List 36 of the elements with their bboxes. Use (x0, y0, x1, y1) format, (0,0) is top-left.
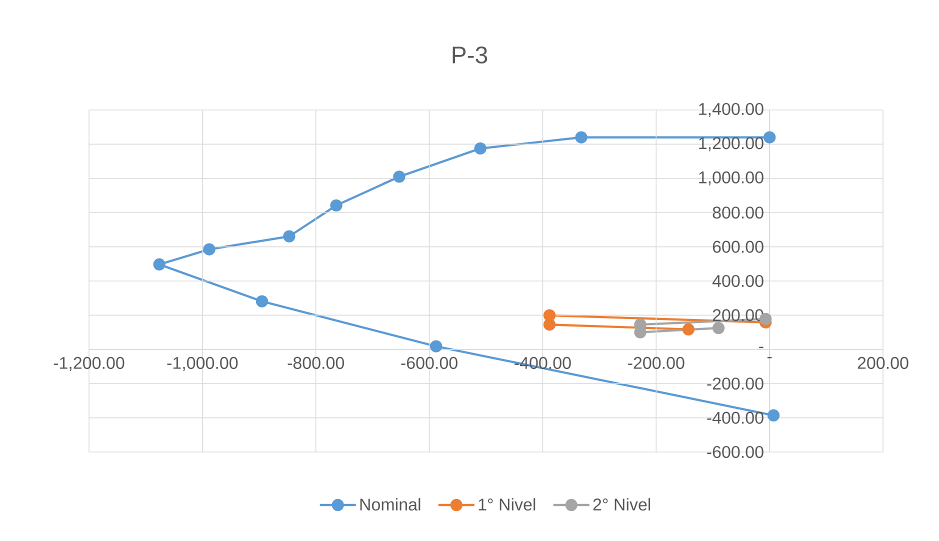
legend-label: 2° Nivel (593, 498, 650, 511)
point (767, 409, 780, 422)
point (712, 322, 725, 334)
point (575, 131, 588, 144)
point (430, 340, 442, 352)
y-tick-label: 800.00 (712, 206, 764, 219)
x-tick-label: -1,000.00 (167, 356, 238, 371)
y-tick-label: -600.00 (707, 446, 764, 458)
y-tick-label: 400.00 (712, 274, 764, 288)
y-tick-label: 1,400.00 (699, 102, 764, 118)
y-tick-label: -200.00 (707, 378, 764, 390)
point (682, 323, 695, 336)
y-tick-label: - (759, 346, 764, 348)
point (203, 243, 216, 256)
x-tick-label: -600.00 (401, 356, 458, 369)
point (283, 230, 296, 242)
x-tick-label: -1,200.00 (54, 356, 124, 371)
x-tick-label: -200.00 (628, 356, 684, 369)
point (256, 295, 268, 308)
y-tick-label: 1,000.00 (699, 171, 764, 186)
point (153, 258, 166, 271)
point (763, 131, 776, 144)
point (543, 309, 556, 322)
y-tick-label: 1,200.00 (699, 137, 764, 152)
point (474, 142, 486, 155)
chart-title: P-3 (452, 46, 488, 64)
y-tick-label: -400.00 (707, 412, 764, 424)
point (330, 199, 342, 212)
x-tick-label: - (768, 356, 772, 358)
x-tick-label: 200.00 (858, 356, 908, 369)
y-tick-label: 600.00 (712, 240, 764, 253)
x-tick-label: -400.00 (514, 356, 571, 369)
x-tick-label: -800.00 (288, 356, 344, 369)
legend-label: 1° Nivel (478, 498, 536, 511)
point (393, 170, 406, 183)
legend-label: Nominal (360, 498, 420, 511)
